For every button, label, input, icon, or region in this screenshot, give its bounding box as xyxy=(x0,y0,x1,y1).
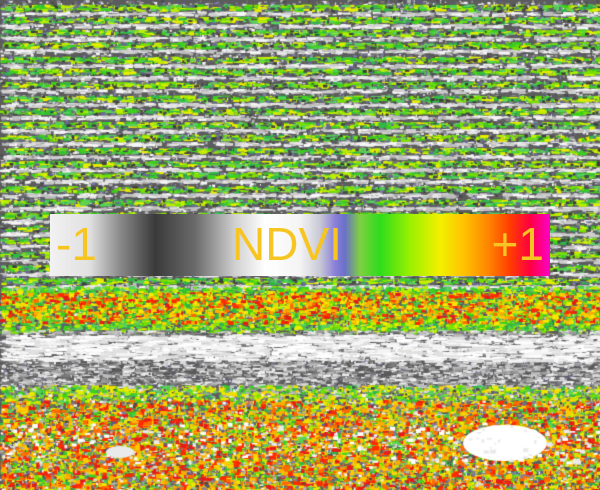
ndvi-legend-bar: -1 NDVI +1 xyxy=(50,214,550,276)
legend-min-label: -1 xyxy=(56,218,97,270)
legend-title: NDVI xyxy=(232,218,342,270)
legend-max-label: +1 xyxy=(491,218,544,270)
